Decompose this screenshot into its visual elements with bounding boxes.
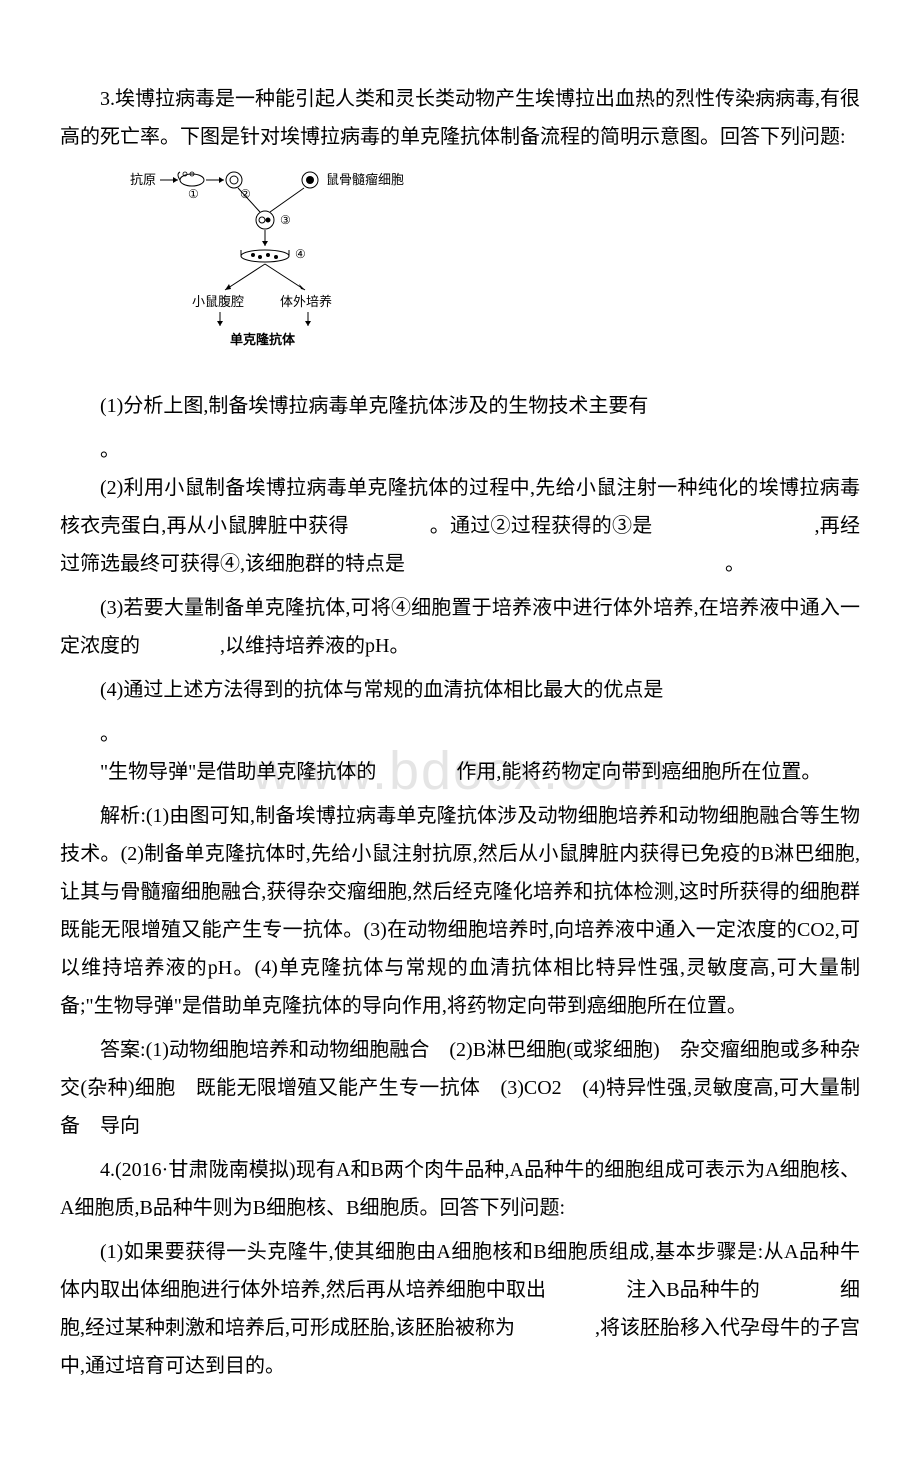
- diag-antigen: 抗原: [130, 172, 156, 187]
- svg-text:①: ①: [188, 187, 199, 201]
- q3-sub1-end: 。: [60, 431, 860, 469]
- q3-sub1: (1)分析上图,制备埃博拉病毒单克隆抗体涉及的生物技术主要有: [60, 387, 860, 425]
- q3-intro: 3.埃博拉病毒是一种能引起人类和灵长类动物产生埃博拉出血热的烈性传染病病毒,有很…: [60, 80, 860, 156]
- svg-text:④: ④: [295, 247, 306, 261]
- svg-text:③: ③: [280, 213, 291, 227]
- q4-sub1: (1)如果要获得一头克隆牛,使其细胞由A细胞核和B细胞质组成,基本步骤是:从A品…: [60, 1233, 860, 1385]
- q3-answer: 答案:(1)动物细胞培养和动物细胞融合 (2)B淋巴细胞(或浆细胞) 杂交瘤细胞…: [60, 1031, 860, 1145]
- svg-text:②: ②: [240, 187, 251, 201]
- diag-monoclonal: 单克隆抗体: [230, 332, 296, 347]
- q3-sub4a-end: 。: [60, 715, 860, 753]
- diag-mouse-abdomen: 小鼠腹腔: [192, 294, 244, 309]
- q3-sub4b: "生物导弹"是借助单克隆抗体的 作用,能将药物定向带到癌细胞所在位置。: [60, 753, 860, 791]
- q4-intro: 4.(2016·甘肃陇南模拟)现有A和B两个肉牛品种,A品种牛的细胞组成可表示为…: [60, 1151, 860, 1227]
- q3-explanation: 解析:(1)由图可知,制备埃博拉病毒单克隆抗体涉及动物细胞培养和动物细胞融合等生…: [60, 797, 860, 1025]
- q3-sub3: (3)若要大量制备单克隆抗体,可将④细胞置于培养液中进行体外培养,在培养液中通入…: [60, 589, 860, 665]
- diag-in-vitro: 体外培养: [280, 294, 332, 309]
- flowchart-diagram: 抗原 ① ② 鼠骨髓瘤细胞 ③: [130, 168, 860, 371]
- q3-sub2: (2)利用小鼠制备埃博拉病毒单克隆抗体的过程中,先给小鼠注射一种纯化的埃博拉病毒…: [60, 469, 860, 583]
- q3-sub4a: (4)通过上述方法得到的抗体与常规的血清抗体相比最大的优点是: [60, 671, 860, 709]
- diag-marrow: 鼠骨髓瘤细胞: [326, 172, 404, 187]
